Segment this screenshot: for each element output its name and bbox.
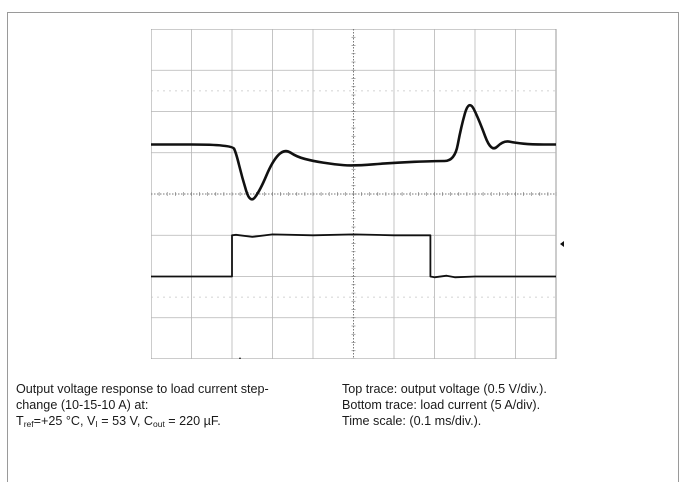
- caption-right-line-3: Time scale: (0.1 ms/div.).: [342, 414, 482, 428]
- figure-panel: 1 2 Output voltage response to load curr…: [7, 12, 679, 482]
- caption-right-line-1: Top trace: output voltage (0.5 V/div.).: [342, 382, 547, 396]
- v-value: = 53 V,: [97, 414, 144, 428]
- v-subscript: I: [95, 419, 98, 429]
- oscilloscope-plot: 1 2: [151, 29, 564, 359]
- caption-left-line-1: Output voltage response to load current …: [16, 382, 269, 396]
- t-value: =+25 °C,: [33, 414, 87, 428]
- caption-right: Top trace: output voltage (0.5 V/div.). …: [342, 381, 672, 429]
- caption-right-line-2: Bottom trace: load current (5 A/div).: [342, 398, 541, 412]
- v-symbol: V: [86, 414, 96, 428]
- caption-left: Output voltage response to load current …: [16, 381, 346, 429]
- trigger-level-marker: [560, 241, 564, 247]
- c-subscript: out: [152, 419, 165, 429]
- c-symbol: C: [143, 414, 153, 428]
- t-symbol: T: [16, 414, 24, 428]
- dotted-guides: [151, 90, 556, 298]
- voltage-trace: [151, 103, 556, 201]
- trigger-position-marker: [239, 357, 241, 359]
- current-trace: [151, 233, 556, 279]
- caption-left-line-2: change (10-15-10 A) at:: [16, 398, 149, 412]
- c-value: = 220 µF.: [164, 414, 221, 428]
- caption-left-line-3: Tref=+25 °C, VI = 53 V, Cout = 220 µF.: [16, 413, 346, 429]
- t-subscript: ref: [23, 419, 34, 429]
